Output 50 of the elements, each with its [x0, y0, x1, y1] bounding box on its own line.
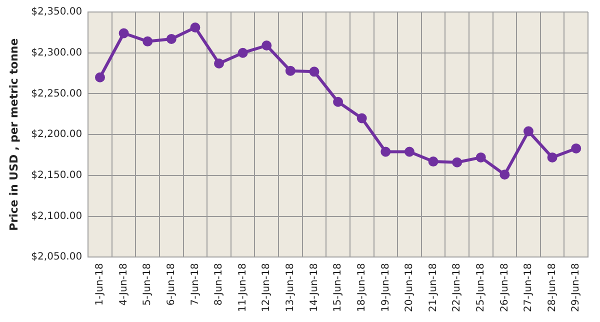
point	[500, 170, 510, 180]
point	[452, 157, 462, 168]
x-tick-label: 26-Jun-18	[499, 263, 510, 312]
point	[118, 28, 129, 38]
x-tick-label: 14-Jun-18	[308, 263, 320, 312]
point	[404, 146, 414, 157]
x-tick-label: 15-Jun-18	[332, 263, 344, 312]
y-tick-label: $2,250.00	[31, 88, 82, 100]
point	[333, 96, 344, 107]
x-tick-label: 1-Jun-18	[94, 263, 106, 306]
point	[190, 22, 200, 33]
x-tick-label: 8-Jun-18	[214, 263, 225, 306]
point	[238, 48, 248, 58]
x-tick-label: 7-Jun-18	[190, 263, 201, 306]
point	[94, 72, 105, 82]
point	[166, 34, 176, 44]
y-tick-label: $2,100.00	[31, 210, 82, 222]
y-tick-label: $2,050.00	[31, 252, 82, 263]
x-tick-label: 21-Jun-18	[428, 263, 439, 312]
point	[523, 126, 534, 136]
x-tick-label: 5-Jun-18	[142, 263, 154, 306]
point	[356, 113, 367, 124]
y-tick-label: $2,200.00	[31, 129, 82, 140]
point	[476, 152, 486, 162]
x-tick-label: 11-Jun-18	[237, 263, 248, 312]
point	[309, 66, 320, 77]
point	[380, 146, 391, 157]
point	[142, 36, 153, 46]
point	[428, 156, 438, 167]
x-tick-label: 29-Jun-18	[570, 263, 582, 312]
point	[547, 152, 558, 162]
point	[571, 143, 582, 154]
x-tick-label: 22-Jun-18	[452, 263, 463, 312]
x-tick-label: 4-Jun-18	[118, 263, 130, 306]
x-tick-label: 6-Jun-18	[166, 263, 178, 306]
point	[262, 40, 272, 51]
x-tick-label: 12-Jun-18	[261, 263, 272, 312]
x-tick-label: 25-Jun-18	[475, 263, 486, 312]
point	[285, 66, 296, 76]
x-tick-label: 19-Jun-18	[380, 263, 392, 312]
y-axis-title: Price in USD , per metric tonne	[7, 38, 20, 231]
x-tick-label: 20-Jun-18	[404, 263, 416, 312]
x-tick-label: 13-Jun-18	[285, 263, 296, 312]
y-tick-label: $2,300.00	[31, 47, 82, 58]
y-tick-label: $2,150.00	[31, 170, 82, 182]
x-tick-label: 28-Jun-18	[546, 263, 558, 312]
point	[214, 58, 224, 68]
x-tick-label: 18-Jun-18	[356, 263, 368, 312]
x-tick-label: 27-Jun-18	[523, 263, 534, 312]
y-tick-label: $2,350.00	[31, 6, 82, 18]
